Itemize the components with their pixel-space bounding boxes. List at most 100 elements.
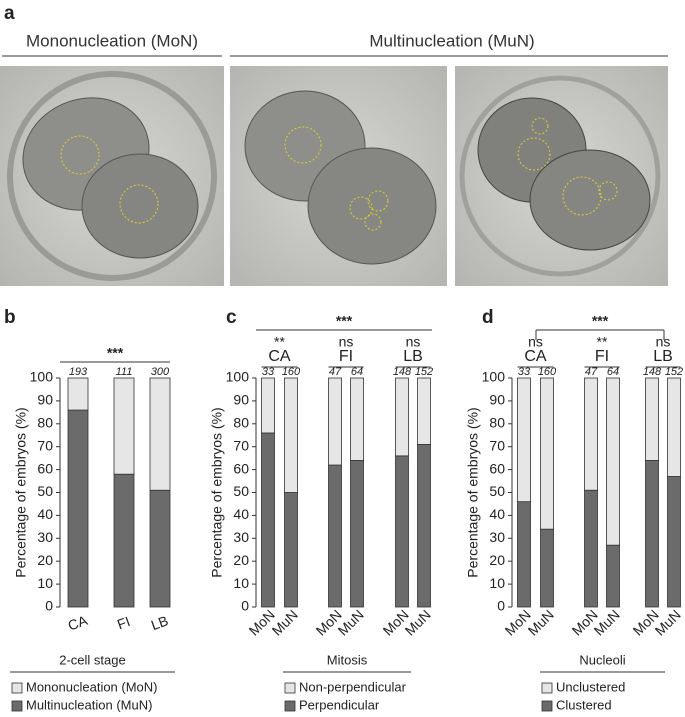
y-tick-label: 50 [489, 483, 505, 499]
y-tick-label: 80 [233, 415, 249, 431]
y-tick-label: 100 [482, 369, 506, 385]
x-tick-label: LB [149, 612, 171, 633]
count-label: 111 [116, 366, 133, 378]
y-axis-label: Percentage of embryos (%) [465, 407, 481, 577]
x-tick-label: MuN [591, 606, 623, 638]
count-label: 300 [151, 366, 170, 378]
bar-segment [149, 489, 171, 608]
group-significance: ** [274, 334, 285, 350]
bar-segment [67, 409, 89, 608]
bar-segment [517, 377, 531, 503]
bar-segment [261, 377, 275, 434]
bar-segment [667, 377, 681, 477]
bar-segment [606, 544, 620, 608]
legend-label: Multinucleation (MuN) [26, 697, 152, 712]
count-label: 160 [282, 366, 301, 378]
group-significance: ** [597, 334, 608, 350]
significance: *** [107, 345, 124, 361]
count-label: 64 [607, 366, 619, 378]
count-label: 64 [351, 366, 363, 378]
x-tick-label: MuN [652, 606, 684, 638]
y-tick-label: 40 [233, 506, 249, 522]
y-tick-label: 60 [233, 460, 249, 476]
bar-segment [645, 460, 659, 608]
count-label: 47 [329, 366, 342, 378]
y-tick-label: 0 [497, 598, 505, 614]
micrograph [455, 66, 668, 286]
x-tick-label: MuN [269, 606, 301, 638]
group-label: FI [339, 348, 353, 365]
y-axis-label: Percentage of embryos (%) [13, 407, 29, 577]
y-tick-label: 30 [233, 529, 249, 545]
y-tick-label: 90 [37, 392, 53, 408]
x-tick-label: MuN [335, 606, 367, 638]
bar-segment [350, 460, 364, 608]
bar-segment [261, 432, 275, 608]
bar-segment [67, 377, 89, 411]
legend-swatch [541, 682, 553, 694]
panel-label: a [4, 3, 15, 24]
bar-segment [667, 476, 681, 608]
panel-label: b [4, 307, 16, 328]
count-label: 33 [262, 366, 275, 378]
y-tick-label: 20 [37, 552, 53, 568]
count-label: 33 [518, 366, 531, 378]
significance: *** [592, 313, 609, 329]
group-significance: ns [656, 334, 671, 350]
y-tick-label: 40 [489, 506, 505, 522]
bar-segment [113, 473, 135, 608]
bar-segment [284, 492, 298, 608]
y-tick-label: 60 [489, 460, 505, 476]
group-label: CA [268, 348, 291, 365]
group-significance: ns [406, 334, 421, 350]
y-tick-label: 90 [489, 392, 505, 408]
y-tick-label: 10 [37, 575, 53, 591]
y-tick-label: 0 [241, 598, 249, 614]
group-significance: ns [339, 334, 354, 350]
bar-segment [350, 377, 364, 461]
count-label: 148 [643, 366, 662, 378]
y-tick-label: 50 [37, 483, 53, 499]
legend-title: Mitosis [327, 652, 368, 667]
y-tick-label: 60 [37, 460, 53, 476]
legend-label: Mononucleation (MoN) [26, 679, 158, 694]
panel-label: d [482, 307, 494, 328]
count-label: 47 [585, 366, 598, 378]
group-label: CA [524, 348, 547, 365]
count-label: 193 [69, 366, 88, 378]
micrograph [230, 66, 447, 286]
y-tick-label: 70 [37, 437, 53, 453]
panel-title: Multinucleation (MuN) [369, 31, 534, 50]
y-tick-label: 20 [233, 552, 249, 568]
group-label: FI [595, 348, 609, 365]
group-label: LB [403, 348, 423, 365]
y-tick-label: 10 [489, 575, 505, 591]
bar-segment [395, 455, 409, 608]
y-tick-label: 10 [233, 575, 249, 591]
legend-label: Clustered [556, 697, 612, 712]
count-label: 152 [415, 366, 433, 378]
bar-segment [417, 377, 431, 445]
count-label: 148 [393, 366, 412, 378]
panel-label: c [226, 307, 237, 328]
legend-label: Non-perpendicular [299, 679, 407, 694]
bar-segment [284, 377, 298, 493]
y-tick-label: 50 [233, 483, 249, 499]
micrograph [0, 66, 224, 286]
y-tick-label: 30 [37, 529, 53, 545]
y-tick-label: 80 [489, 415, 505, 431]
bar-segment [517, 501, 531, 608]
y-tick-label: 70 [489, 437, 505, 453]
legend-swatch [11, 682, 23, 694]
count-label: 152 [665, 366, 683, 378]
bar-segment [540, 377, 554, 530]
bar-segment [645, 377, 659, 461]
count-label: 160 [538, 366, 557, 378]
legend-swatch [541, 700, 553, 712]
panel-title: Mononucleation (MoN) [26, 31, 198, 50]
significance: *** [336, 313, 353, 329]
bar-segment [584, 377, 598, 491]
y-tick-label: 0 [45, 598, 53, 614]
legend-swatch [284, 700, 296, 712]
